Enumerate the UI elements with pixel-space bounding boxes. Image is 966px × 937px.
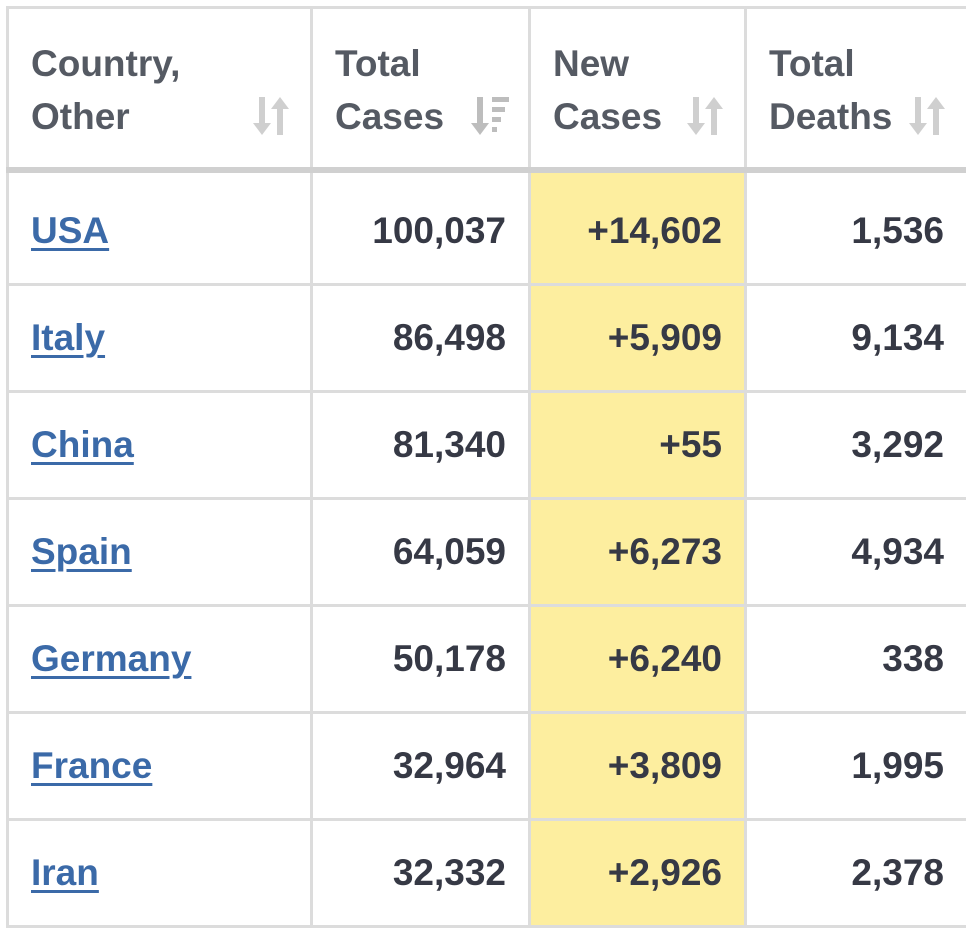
- new-cases-cell: +2,926: [528, 818, 747, 928]
- country-cell: Italy: [6, 283, 313, 393]
- table-header-row: Country, Other Total: [6, 6, 966, 173]
- country-link[interactable]: France: [31, 745, 153, 786]
- column-header-label: Other: [31, 96, 130, 137]
- new-cases-cell: +3,809: [528, 711, 747, 821]
- total-cases-cell: 50,178: [310, 604, 531, 714]
- column-header-label: New: [553, 43, 630, 84]
- sort-neutral-icon[interactable]: [908, 93, 948, 139]
- country-link[interactable]: Italy: [31, 317, 106, 358]
- new-cases-cell: +5,909: [528, 283, 747, 393]
- country-link[interactable]: Spain: [31, 531, 132, 572]
- country-cell: Germany: [6, 604, 313, 714]
- column-header-label: Cases: [335, 96, 445, 137]
- total-deaths-cell: 3,292: [744, 390, 966, 500]
- total-cases-cell: 86,498: [310, 283, 531, 393]
- new-cases-cell: +6,240: [528, 604, 747, 714]
- table-row: Spain 64,059 +6,273 4,934: [6, 497, 966, 607]
- table-row: China 81,340 +55 3,292: [6, 390, 966, 500]
- total-cases-cell: 81,340: [310, 390, 531, 500]
- table-row: France 32,964 +3,809 1,995: [6, 711, 966, 821]
- column-header-label: Total: [769, 43, 855, 84]
- column-header-new-cases[interactable]: New Cases: [528, 6, 747, 173]
- country-cell: USA: [6, 168, 313, 286]
- country-link[interactable]: China: [31, 424, 134, 465]
- total-cases-cell: 32,964: [310, 711, 531, 821]
- column-header-total-cases[interactable]: Total Cases: [310, 6, 531, 173]
- table-row: USA 100,037 +14,602 1,536: [6, 168, 966, 286]
- sort-descending-icon[interactable]: [470, 93, 510, 139]
- total-cases-cell: 100,037: [310, 168, 531, 286]
- column-header-label: Country,: [31, 43, 181, 84]
- column-header-label: Deaths: [769, 96, 893, 137]
- country-link[interactable]: Iran: [31, 852, 99, 893]
- new-cases-cell: +6,273: [528, 497, 747, 607]
- country-cell: China: [6, 390, 313, 500]
- total-deaths-cell: 1,536: [744, 168, 966, 286]
- table-row: Italy 86,498 +5,909 9,134: [6, 283, 966, 393]
- table-row: Iran 32,332 +2,926 2,378: [6, 818, 966, 928]
- total-deaths-cell: 4,934: [744, 497, 966, 607]
- sort-neutral-icon[interactable]: [686, 93, 726, 139]
- table-row: Germany 50,178 +6,240 338: [6, 604, 966, 714]
- new-cases-cell: +55: [528, 390, 747, 500]
- total-deaths-cell: 9,134: [744, 283, 966, 393]
- total-cases-cell: 64,059: [310, 497, 531, 607]
- country-link[interactable]: Germany: [31, 638, 192, 679]
- column-header-label: Cases: [553, 96, 663, 137]
- total-deaths-cell: 1,995: [744, 711, 966, 821]
- country-link[interactable]: USA: [31, 210, 110, 251]
- total-deaths-cell: 338: [744, 604, 966, 714]
- covid-cases-table: Country, Other Total: [6, 6, 966, 928]
- country-cell: France: [6, 711, 313, 821]
- total-deaths-cell: 2,378: [744, 818, 966, 928]
- column-header-total-deaths[interactable]: Total Deaths: [744, 6, 966, 173]
- sort-neutral-icon[interactable]: [252, 93, 292, 139]
- country-cell: Iran: [6, 818, 313, 928]
- new-cases-cell: +14,602: [528, 168, 747, 286]
- total-cases-cell: 32,332: [310, 818, 531, 928]
- column-header-label: Total: [335, 43, 421, 84]
- covid-cases-table-container: Country, Other Total: [6, 6, 966, 928]
- country-cell: Spain: [6, 497, 313, 607]
- column-header-country[interactable]: Country, Other: [6, 6, 313, 173]
